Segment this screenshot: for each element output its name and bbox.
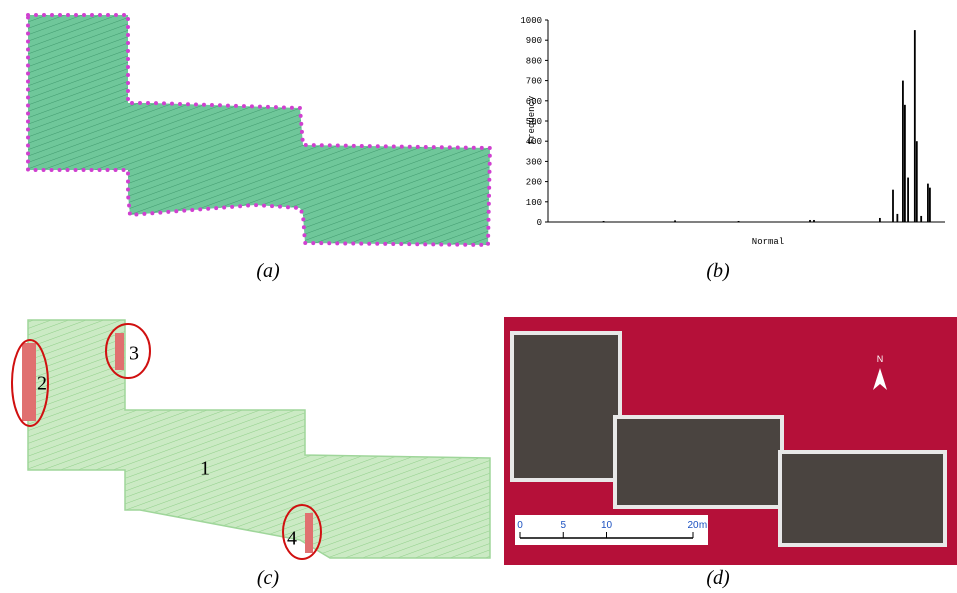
region <box>22 343 36 421</box>
roof <box>512 333 620 480</box>
y-tick-label: 200 <box>526 178 542 188</box>
bar <box>927 184 929 222</box>
bar <box>879 218 881 222</box>
region-label: 4 <box>287 528 297 550</box>
bar <box>907 178 909 222</box>
bar <box>892 190 894 222</box>
bar <box>738 221 740 222</box>
bar <box>904 105 906 222</box>
y-tick-label: 500 <box>526 117 542 127</box>
y-tick-label: 1000 <box>520 16 542 26</box>
caption: (a) <box>256 260 280 282</box>
bar <box>902 81 904 222</box>
panel-c: 1 2 3 4 (c) <box>12 320 490 589</box>
bar <box>603 221 605 222</box>
bar <box>674 220 676 222</box>
bar <box>813 220 815 222</box>
caption: (b) <box>706 260 730 282</box>
y-tick-label: 900 <box>526 36 542 46</box>
north-label: N <box>877 354 884 364</box>
mesh <box>28 320 490 558</box>
bar <box>809 220 811 222</box>
y-tick-label: 0 <box>537 218 542 228</box>
mesh <box>28 15 490 245</box>
scale-unit: m <box>699 520 707 531</box>
caption: (c) <box>257 567 280 589</box>
bar <box>920 216 922 222</box>
y-tick-label: 400 <box>526 137 542 147</box>
region <box>115 333 124 370</box>
scale-label: 0 <box>517 520 523 531</box>
roof <box>615 417 782 507</box>
y-tick-label: 100 <box>526 198 542 208</box>
caption: (d) <box>706 567 730 589</box>
bar <box>914 30 916 222</box>
panel-a: (a) <box>28 15 490 282</box>
x-axis-label: Normal <box>752 237 784 247</box>
region-label: 1 <box>200 458 210 480</box>
region <box>305 513 313 553</box>
bar <box>916 141 918 222</box>
scale-label: 10 <box>601 520 613 531</box>
y-tick-label: 700 <box>526 77 542 87</box>
y-tick-label: 600 <box>526 97 542 107</box>
panel-d: N m (d) 0 5 10 20 <box>504 317 957 589</box>
bar <box>929 188 931 222</box>
region-label: 3 <box>129 343 139 365</box>
figure: (a) (b) Normal Frequency 010020030040050… <box>0 0 957 593</box>
scale-label: 5 <box>560 520 566 531</box>
y-tick-label: 300 <box>526 157 542 167</box>
y-tick-label: 800 <box>526 56 542 66</box>
scale-label: 20 <box>687 520 699 531</box>
bar <box>896 214 898 222</box>
panel-b: (b) Normal Frequency 0100200300400500600… <box>520 16 945 282</box>
region-label: 2 <box>37 373 47 395</box>
roof <box>780 452 945 545</box>
